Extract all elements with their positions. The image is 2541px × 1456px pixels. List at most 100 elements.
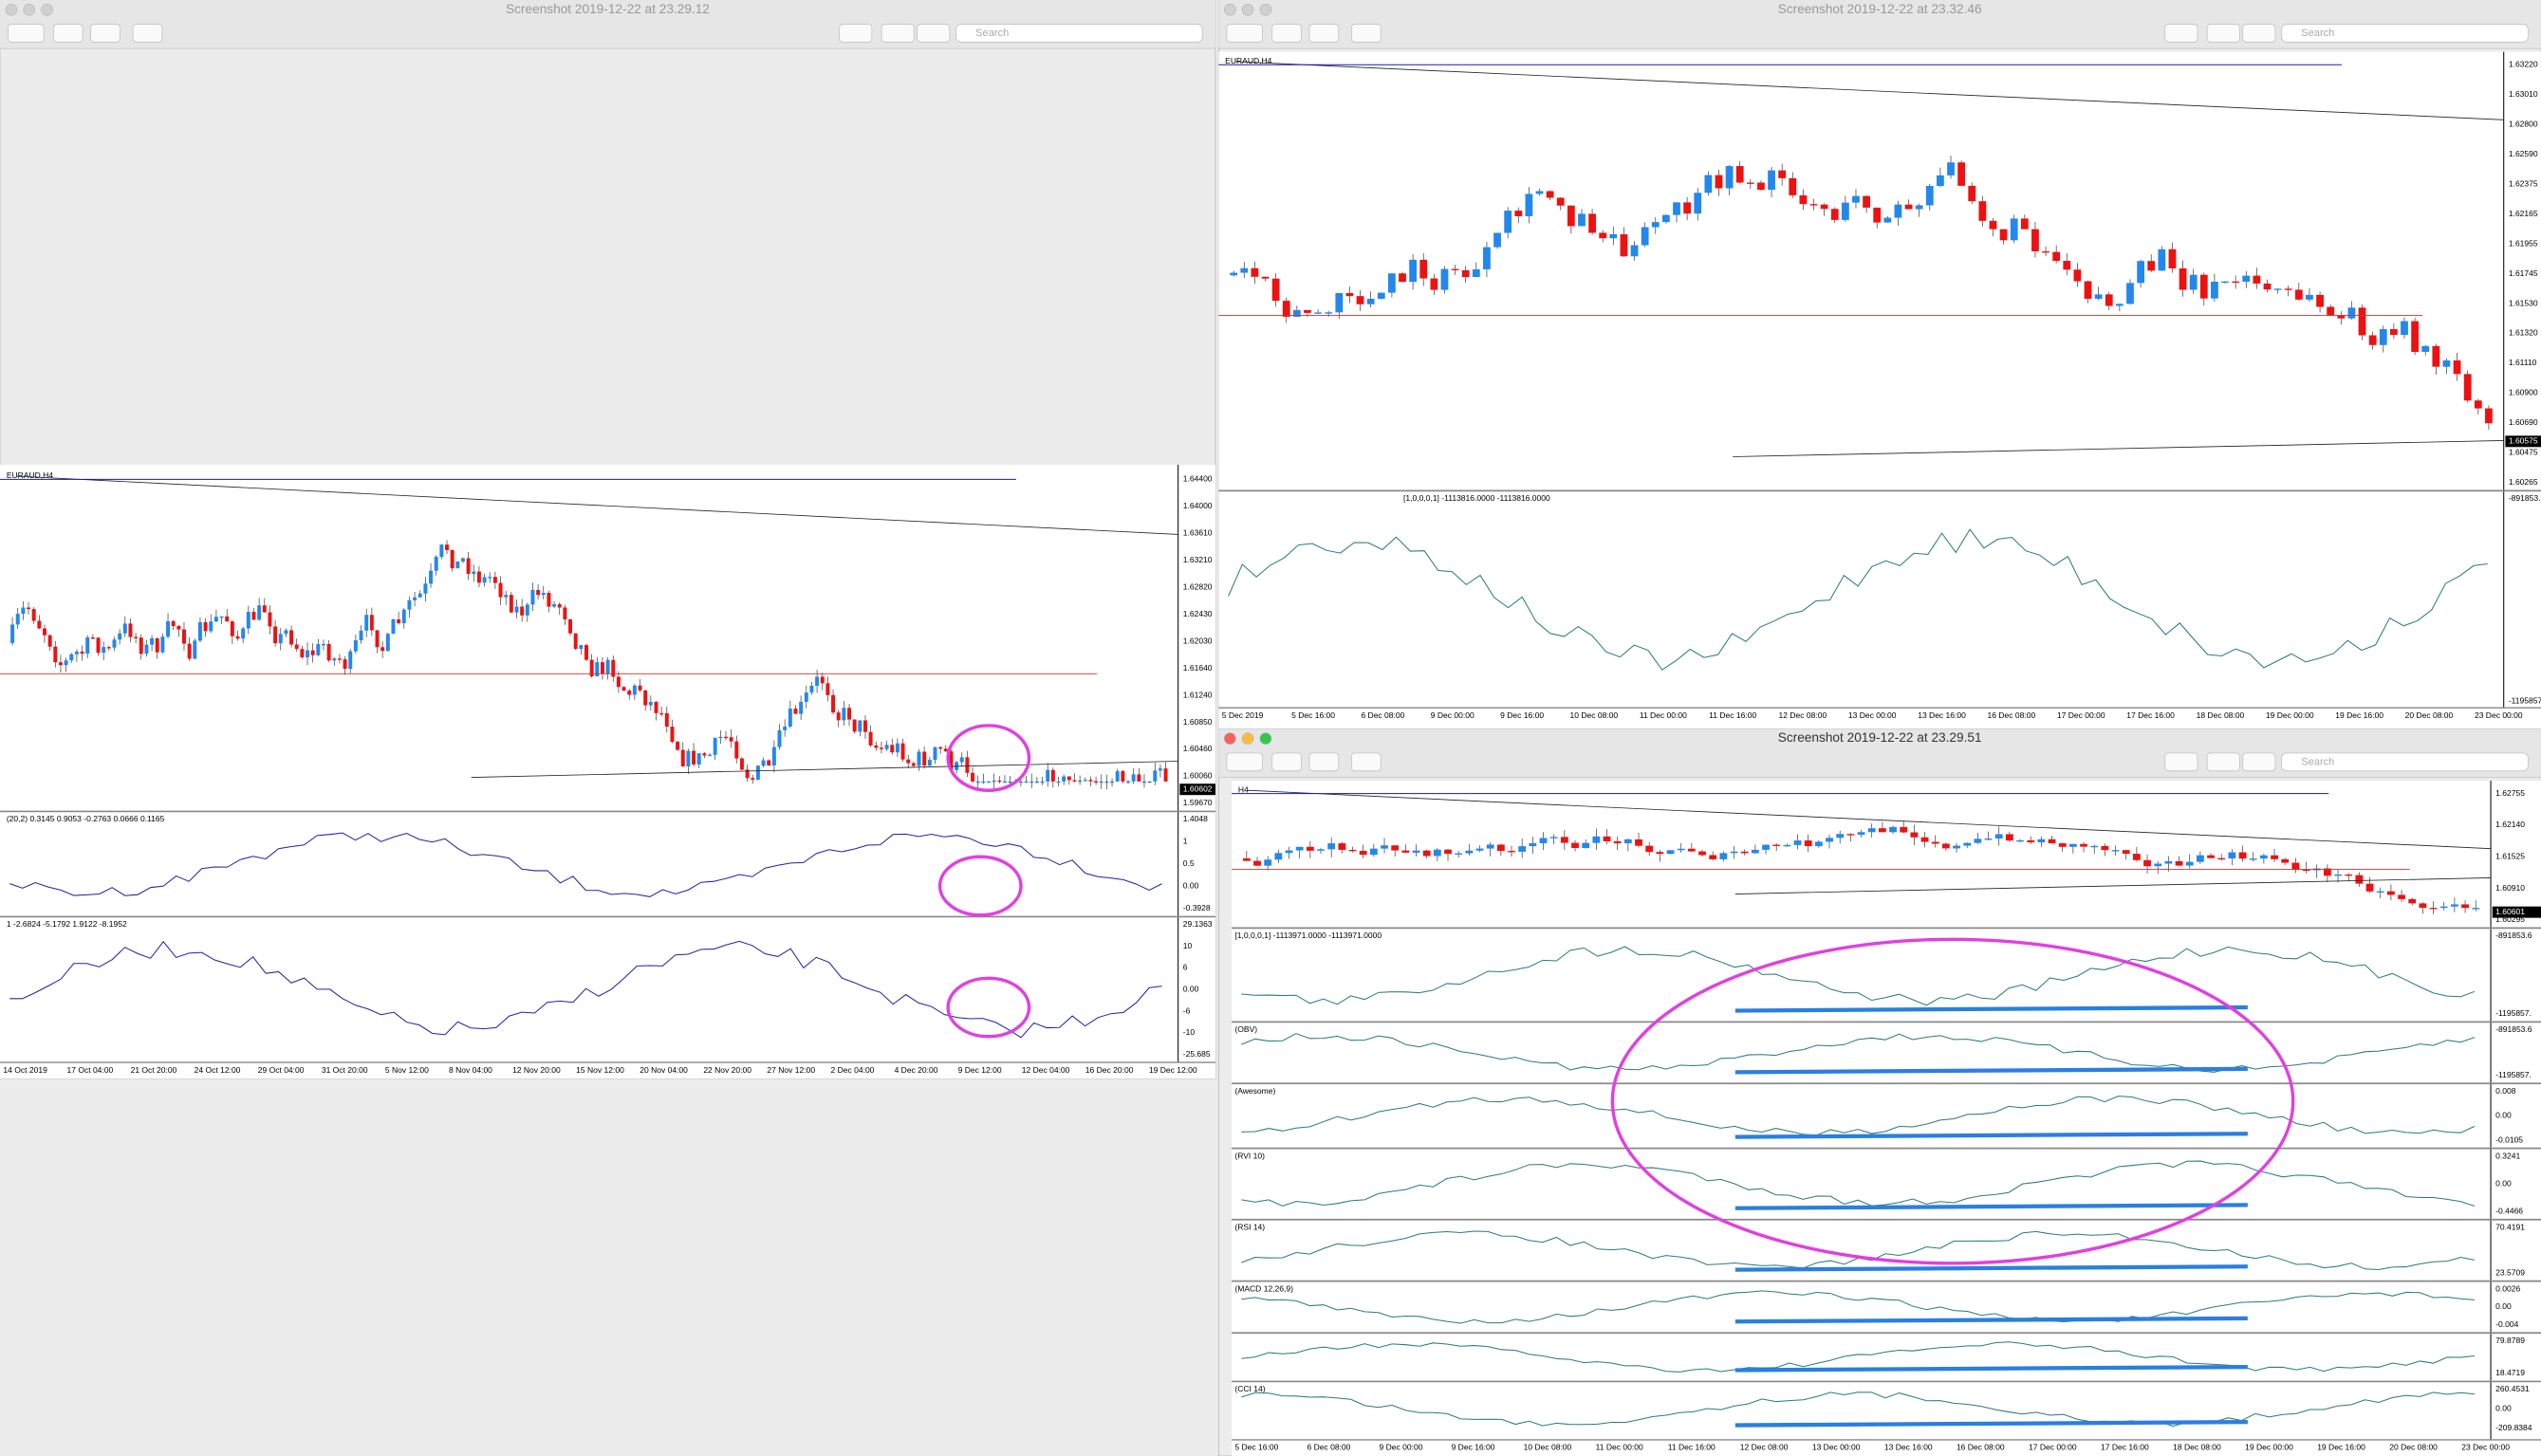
candle-body [1338, 843, 1346, 850]
window-button[interactable] [1259, 4, 1272, 16]
window-button[interactable] [5, 4, 18, 16]
toolbar-button[interactable] [1226, 24, 1263, 43]
toolbar-button[interactable] [2164, 24, 2198, 43]
candle-body [804, 692, 808, 702]
toolbar-button[interactable] [2242, 752, 2276, 772]
window-button[interactable] [1241, 732, 1254, 745]
candle-body [718, 736, 723, 739]
date-label: 29 Oct 04:00 [258, 1065, 305, 1075]
candle-body [106, 647, 111, 649]
date-label: 17 Dec 16:00 [2101, 1443, 2149, 1452]
search-field[interactable] [2281, 752, 2529, 772]
candle-body [1066, 776, 1071, 781]
price-label: 1.63610 [1183, 528, 1213, 538]
price-label: 1.61525 [2495, 851, 2525, 860]
toolbar-button[interactable] [132, 24, 163, 43]
date-label: 20 Dec 08:00 [2389, 1443, 2438, 1452]
chart-symbol: EURAUD,H4 [7, 470, 53, 480]
toolbar-button[interactable] [917, 24, 951, 43]
candle-body [895, 743, 900, 753]
toolbar-button[interactable] [2164, 752, 2198, 772]
candle-body [1486, 844, 1494, 849]
candle-body [1147, 781, 1152, 783]
candle-body [2132, 854, 2141, 860]
chart-area [0, 465, 1215, 1079]
candle-body [739, 758, 744, 770]
candle-body [1603, 836, 1611, 841]
current-price-box [2492, 906, 2541, 918]
candle-body [251, 612, 256, 620]
price-label: 1.60690 [2509, 417, 2538, 427]
panel-axis-label: 18.4719 [2495, 1368, 2525, 1377]
candle-body [1072, 780, 1077, 782]
candle-body [1493, 232, 1501, 248]
candle-body [1314, 312, 1322, 314]
candle-body [1588, 213, 1596, 233]
candle-body [112, 639, 117, 648]
toolbar-button[interactable] [1351, 24, 1382, 43]
toolbar-button[interactable] [90, 24, 121, 43]
toolbar-button[interactable] [1271, 24, 1302, 43]
candle-body [203, 621, 208, 632]
panel-axis-label: -209.8384 [2495, 1423, 2532, 1432]
candle-body [2242, 275, 2251, 282]
candle-body [1163, 768, 1168, 782]
candle-body [407, 599, 412, 610]
window-button[interactable] [1259, 732, 1272, 745]
window-button[interactable] [23, 4, 35, 16]
window-button[interactable] [1224, 732, 1236, 745]
candle-body [1345, 293, 1354, 297]
candle-body [997, 780, 1002, 783]
candle-body [1327, 843, 1336, 850]
window-button[interactable] [1241, 4, 1254, 16]
window-button[interactable] [1224, 4, 1236, 16]
toolbar-button[interactable] [881, 24, 915, 43]
toolbar-button[interactable] [53, 24, 83, 43]
toolbar-button[interactable] [839, 24, 873, 43]
candle-body [472, 571, 476, 575]
candle-body [696, 753, 701, 765]
toolbar-button[interactable] [1271, 752, 1302, 772]
search-field[interactable] [2281, 24, 2529, 43]
candle-body [2421, 345, 2430, 352]
candle-body [1002, 781, 1007, 783]
candle-body [58, 662, 63, 666]
candle-body [2355, 875, 2364, 884]
price-label: 1.62375 [2509, 178, 2538, 188]
toolbar-button[interactable] [8, 24, 45, 43]
panel-axis-label: 29.1363 [1183, 919, 1213, 929]
toolbar-button[interactable] [1351, 752, 1382, 772]
candle-body [2259, 855, 2268, 859]
candle-body [289, 630, 294, 645]
candle-body [1472, 268, 1480, 278]
toolbar-button[interactable] [1308, 752, 1340, 772]
candle-body [284, 630, 288, 635]
price-label: 1.61745 [2509, 268, 2538, 278]
candle-body [2291, 862, 2300, 870]
candle-body [922, 751, 927, 766]
date-label: 13 Dec 16:00 [1918, 710, 1966, 720]
candle-body [1841, 202, 1849, 220]
search-field[interactable] [955, 24, 1203, 43]
candle-body [278, 634, 283, 644]
candle-body [933, 746, 937, 761]
panel-axis-label: -1195857. [2495, 1008, 2532, 1018]
toolbar-button[interactable] [2242, 24, 2276, 43]
candle-body [2101, 845, 2109, 851]
toolbar-button[interactable] [2206, 752, 2240, 772]
candle-body [879, 747, 883, 749]
candle-body [1529, 842, 1537, 847]
candle-body [182, 629, 186, 644]
candle-body [2368, 335, 2377, 345]
toolbar-button[interactable] [2206, 24, 2240, 43]
candle-body [321, 643, 325, 646]
date-label: 18 Dec 08:00 [2173, 1443, 2221, 1452]
candle-body [498, 582, 503, 598]
toolbar-button[interactable] [1308, 24, 1340, 43]
window-button[interactable] [41, 4, 53, 16]
trend-line [471, 761, 1178, 779]
candle-body [1920, 837, 1929, 842]
candle-body [884, 745, 889, 749]
toolbar-button[interactable] [1226, 752, 1263, 772]
candle-body [1141, 781, 1146, 783]
